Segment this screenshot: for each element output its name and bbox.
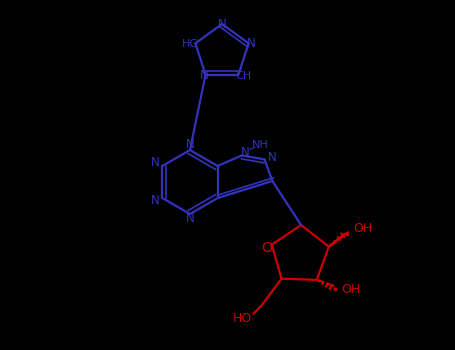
Text: N: N bbox=[151, 156, 160, 169]
Text: N: N bbox=[186, 139, 194, 152]
Text: HO: HO bbox=[233, 312, 252, 325]
Text: N: N bbox=[268, 151, 277, 164]
Text: N: N bbox=[241, 146, 249, 159]
Text: HC: HC bbox=[182, 39, 198, 49]
Text: N: N bbox=[217, 18, 227, 30]
Text: N: N bbox=[247, 37, 256, 50]
Text: N: N bbox=[151, 195, 160, 208]
Text: OH: OH bbox=[353, 222, 373, 235]
Text: CH: CH bbox=[235, 71, 252, 80]
Text: N: N bbox=[186, 212, 194, 225]
Text: O: O bbox=[261, 241, 272, 255]
Text: NH: NH bbox=[252, 140, 268, 150]
Text: N: N bbox=[200, 69, 209, 82]
Text: OH: OH bbox=[341, 284, 360, 296]
